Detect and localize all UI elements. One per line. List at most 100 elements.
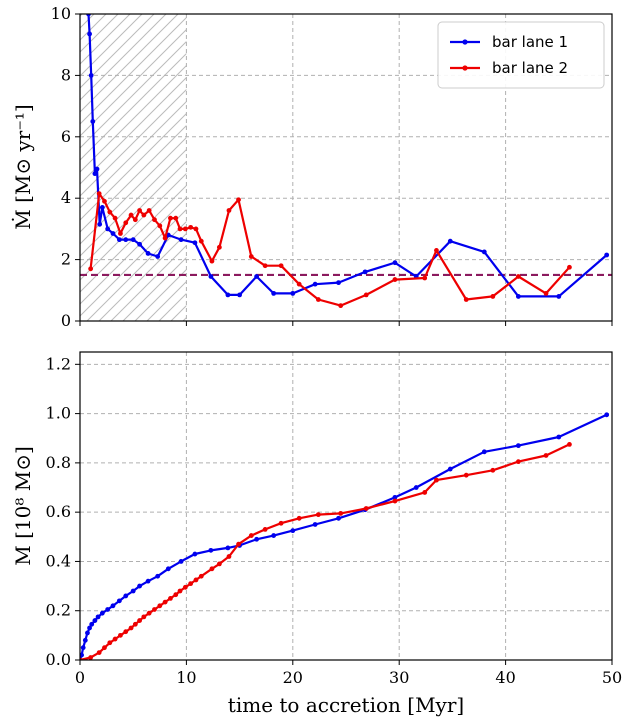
data-point: [463, 297, 469, 302]
data-point: [128, 625, 134, 631]
series-line-1: [80, 413, 608, 660]
data-point: [96, 191, 102, 196]
data-point: [155, 254, 161, 259]
data-point: [392, 260, 398, 266]
data-point: [80, 652, 84, 658]
data-point: [92, 618, 98, 623]
data-point: [447, 466, 453, 472]
data-point: [105, 607, 111, 612]
y-tick-label: 8: [61, 65, 71, 84]
data-point: [481, 449, 487, 455]
data-point: [604, 412, 610, 418]
data-point: [434, 247, 439, 253]
mass-panel: 0 10 20 30 40 50 0.0 0.2 0.4 0.6 0.8 1.0 1.2 M [10⁸ …: [11, 351, 622, 717]
y-tick-label: 0.2: [46, 601, 71, 620]
data-point: [413, 485, 419, 490]
data-point: [152, 217, 157, 223]
data-point: [173, 215, 179, 221]
data-point: [188, 581, 194, 587]
data-point: [146, 208, 152, 213]
data-point: [85, 630, 90, 636]
legend-entry-1: bar lane 1: [492, 33, 568, 51]
data-point: [110, 603, 116, 609]
data-point: [141, 212, 147, 218]
data-point: [102, 198, 107, 204]
data-point: [123, 593, 129, 599]
data-point: [94, 166, 100, 172]
y-tick-label: 0.6: [46, 502, 71, 521]
data-point: [192, 551, 198, 557]
data-point: [363, 506, 369, 511]
data-point: [226, 208, 232, 213]
data-point: [177, 588, 183, 594]
data-point: [118, 231, 123, 236]
data-point: [168, 215, 173, 221]
data-point: [168, 596, 173, 601]
data-point: [87, 31, 92, 37]
legend-entry-2: bar lane 2: [492, 59, 568, 77]
data-point: [290, 290, 296, 296]
series-lines: [80, 412, 610, 660]
data-point: [80, 645, 86, 651]
data-point: [296, 281, 302, 287]
data-point: [88, 655, 94, 660]
x-axis-label: time to accretion [Myr]: [228, 693, 464, 717]
data-point: [225, 545, 231, 551]
y-axis-label-bottom: M [10⁸ M⊙]: [11, 446, 35, 566]
data-point: [132, 621, 138, 627]
data-point: [254, 274, 260, 279]
data-point: [515, 294, 521, 299]
data-point: [422, 490, 428, 495]
data-point: [112, 215, 118, 221]
data-point: [556, 434, 562, 440]
data-point: [162, 235, 168, 241]
data-point: [336, 280, 341, 286]
data-point: [515, 443, 521, 449]
data-point: [556, 294, 562, 299]
x-tick-label: 30: [389, 668, 409, 687]
x-tick-label: 40: [495, 668, 515, 687]
data-point: [182, 584, 188, 590]
data-point: [105, 226, 111, 232]
data-point: [198, 573, 204, 579]
data-point: [137, 618, 142, 623]
data-point: [209, 566, 215, 572]
data-point: [123, 237, 129, 243]
data-point: [363, 292, 369, 298]
axes-frame: [75, 351, 613, 665]
x-tick-label: 0: [75, 668, 85, 687]
data-point: [137, 208, 142, 213]
data-point: [392, 498, 398, 504]
data-point: [422, 275, 428, 281]
legend-marker: [462, 39, 468, 45]
data-point: [434, 477, 439, 483]
data-point: [110, 231, 116, 236]
data-point: [237, 292, 243, 298]
data-point: [271, 533, 277, 538]
axes-frame: [75, 13, 613, 326]
data-point: [90, 119, 96, 124]
data-point: [132, 217, 138, 223]
data-point: [296, 515, 302, 521]
data-point: [99, 205, 105, 210]
data-point: [182, 226, 188, 232]
data-point: [254, 536, 260, 542]
data-point: [463, 472, 469, 478]
plot-frame: [79, 351, 613, 661]
data-point: [88, 266, 94, 272]
data-point: [130, 588, 136, 594]
y-tick-label: 0.4: [46, 551, 71, 570]
data-point: [123, 629, 129, 635]
data-point: [116, 598, 122, 604]
plot-frame: [79, 13, 613, 322]
data-point: [312, 522, 318, 527]
legend-box: [437, 21, 605, 89]
data-point: [392, 277, 398, 282]
y-axis-label-top: Ṁ [M⊙ yr⁻¹]: [11, 104, 35, 229]
data-point: [604, 252, 610, 258]
data-point: [87, 625, 92, 631]
data-point: [123, 220, 129, 226]
data-point: [92, 171, 98, 177]
data-point: [236, 197, 241, 203]
